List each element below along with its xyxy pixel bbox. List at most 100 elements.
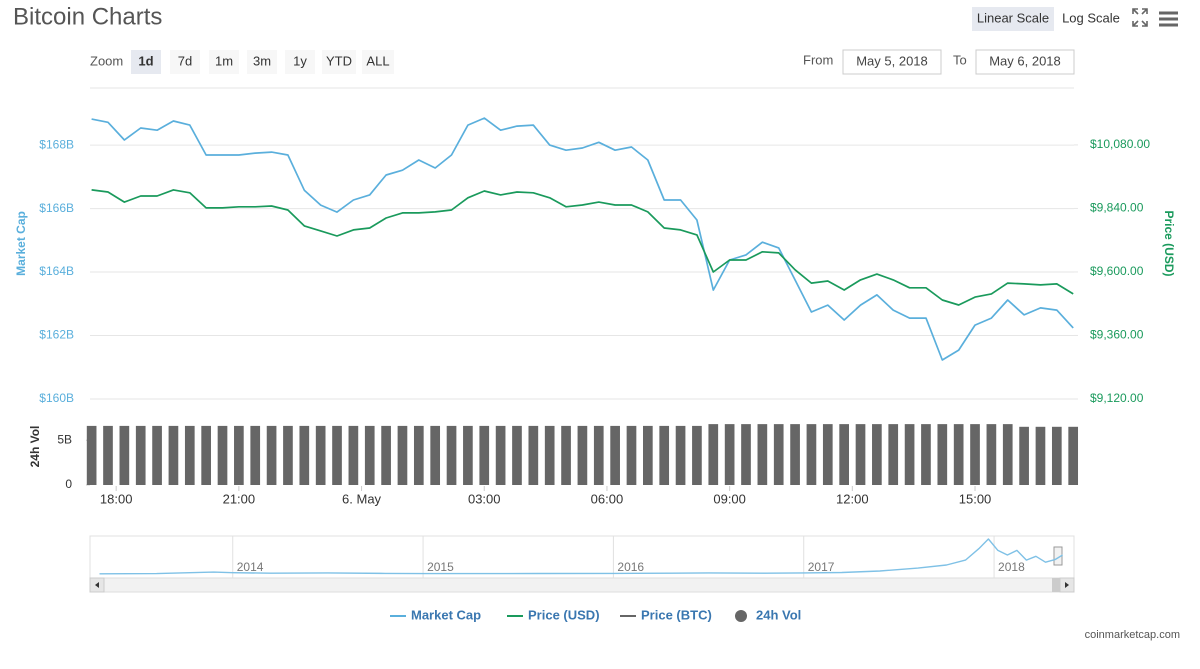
y-tick-label: $168B	[39, 137, 74, 151]
volume-bar	[692, 425, 702, 485]
volume-bar	[1068, 426, 1079, 485]
y-tick-label: 0	[65, 477, 72, 491]
zoom-button[interactable]: YTD	[326, 53, 352, 68]
scale-button[interactable]: Log Scale	[1062, 10, 1120, 25]
to-input[interactable]	[975, 49, 1075, 75]
volume-bar	[168, 425, 179, 485]
volume-bar	[528, 425, 539, 485]
volume-bar	[152, 425, 162, 485]
volume-bar	[381, 425, 391, 485]
zoom-button[interactable]: 1y	[293, 53, 307, 68]
volume-bar	[561, 425, 571, 485]
volume-bar	[135, 425, 146, 485]
scroll-right-arrow	[1065, 582, 1069, 588]
volume-bar	[332, 425, 342, 485]
volume-bar	[430, 425, 441, 485]
legend-label[interactable]: Price (USD)	[528, 607, 600, 622]
volume-bar	[1051, 426, 1062, 485]
volume-bar	[626, 425, 637, 485]
zoom-button-bg[interactable]	[209, 50, 239, 74]
navigator-tick-label: 2016	[617, 560, 644, 574]
legend-symbol[interactable]	[735, 610, 747, 622]
y-axis-title: 24h Vol	[28, 426, 42, 468]
volume-bar	[463, 425, 473, 485]
zoom-button[interactable]: 7d	[178, 53, 192, 68]
volume-bar	[217, 425, 228, 485]
volume-bar	[806, 424, 817, 485]
volume-bar	[953, 424, 964, 485]
from-date[interactable]: May 5, 2018	[856, 53, 928, 68]
y-tick-label: $162B	[39, 328, 74, 342]
volume-bar	[855, 424, 866, 485]
from-input[interactable]	[842, 49, 942, 75]
x-tick-label: 09:00	[713, 491, 746, 506]
zoom-button-bg[interactable]	[362, 50, 394, 74]
x-tick-label: 03:00	[468, 491, 501, 506]
to-label: To	[953, 52, 967, 67]
zoom-button-bg[interactable]	[322, 50, 356, 74]
volume-bar	[201, 425, 211, 485]
x-tick-label: 21:00	[223, 491, 256, 506]
volume-bar	[888, 424, 899, 485]
zoom-button-bg[interactable]	[247, 50, 277, 74]
volume-bar	[397, 425, 408, 485]
volume-bar	[1002, 424, 1013, 485]
volume-bar	[773, 424, 784, 485]
volume-bar	[872, 424, 882, 485]
volume-bar	[643, 425, 653, 485]
legend-label[interactable]: Market Cap	[411, 607, 481, 622]
to-date[interactable]: May 6, 2018	[989, 53, 1061, 68]
volume-bar	[544, 425, 555, 485]
volume-bar	[364, 425, 375, 485]
volume-bar	[708, 424, 719, 485]
volume-bar	[266, 425, 277, 485]
zoom-button[interactable]: 1m	[215, 53, 233, 68]
zoom-button-bg[interactable]	[131, 50, 161, 74]
volume-bar	[119, 425, 130, 485]
x-tick-label: 6. May	[342, 491, 382, 506]
volume-bar	[446, 425, 457, 485]
y2-tick-label: $9,600.00	[1090, 264, 1144, 278]
y-axis-title: Market Cap	[14, 211, 28, 276]
fullscreen-icon[interactable]	[1132, 8, 1148, 27]
x-tick-label: 15:00	[959, 491, 992, 506]
page-title: Bitcoin Charts	[13, 3, 162, 30]
y-tick-label: $166B	[39, 201, 74, 215]
zoom-button[interactable]: 1d	[138, 53, 153, 68]
zoom-button-bg[interactable]	[170, 50, 200, 74]
zoom-button-bg[interactable]	[285, 50, 315, 74]
zoom-button[interactable]: 3m	[253, 53, 271, 68]
volume-bar	[184, 425, 195, 485]
scrollbar-thumb[interactable]	[1052, 578, 1060, 592]
volume-bar	[413, 425, 424, 485]
volume-bar	[970, 424, 980, 485]
series-line	[91, 117, 1074, 361]
scale-button-bg[interactable]	[972, 7, 1054, 31]
x-tick-label: 18:00	[100, 491, 133, 506]
volume-bar	[822, 424, 833, 485]
credit: coinmarketcap.com	[1085, 629, 1180, 641]
y-tick-label: 5B	[57, 432, 72, 446]
volume-bar	[348, 425, 359, 485]
legend-label[interactable]: Price (BTC)	[641, 607, 712, 622]
y-tick-label: $160B	[39, 391, 74, 405]
volume-bar	[593, 425, 604, 485]
x-tick-label: 12:00	[836, 491, 869, 506]
zoom-button[interactable]: ALL	[366, 53, 389, 68]
series-line	[91, 189, 1074, 306]
volume-bar	[659, 425, 670, 485]
scrollbar-track[interactable]	[89, 577, 1075, 593]
menu-icon[interactable]	[1159, 11, 1178, 27]
y2-tick-label: $9,120.00	[1090, 391, 1144, 405]
y2-tick-label: $10,080.00	[1090, 137, 1150, 151]
zoom-label: Zoom	[90, 53, 123, 68]
scale-button[interactable]: Linear Scale	[977, 10, 1049, 25]
volume-bar	[299, 425, 310, 485]
navigator-tick-label: 2015	[427, 560, 454, 574]
volume-bar	[512, 425, 522, 485]
legend-label[interactable]: 24h Vol	[756, 607, 801, 622]
volume-bar	[741, 424, 751, 485]
volume-bar	[1019, 426, 1029, 485]
